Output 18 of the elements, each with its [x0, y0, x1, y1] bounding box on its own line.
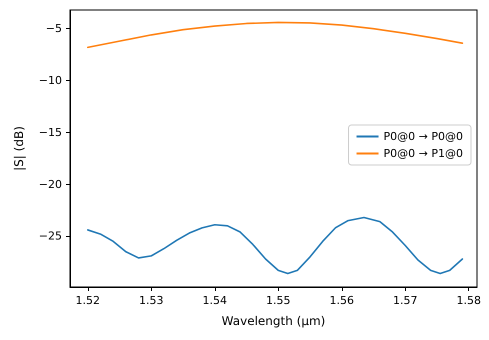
x-axis-title: Wavelength (µm) [222, 314, 326, 328]
x-tick-label: 1.54 [202, 294, 228, 307]
x-tick-label: 1.56 [330, 294, 354, 307]
x-tick-label: 1.58 [456, 294, 481, 307]
x-tick-label: 1.53 [139, 294, 164, 307]
y-tick-label: −10 [38, 74, 62, 88]
y-tick-label: −15 [38, 126, 62, 139]
legend-label: P0@0 → P0@0 [384, 130, 464, 143]
x-tick-label: 1.52 [76, 294, 100, 307]
x-tick-label: 1.55 [266, 294, 291, 307]
y-tick-label: −25 [38, 230, 62, 243]
line-series [86, 22, 464, 48]
x-tick-label: 1.57 [393, 294, 418, 307]
y-tick-label: −5 [46, 22, 62, 36]
y-axis-title: |S| (dB) [12, 126, 26, 171]
y-tick-label: −20 [38, 178, 62, 191]
line-series [86, 216, 464, 274]
legend-label: P0@0 → P1@0 [384, 147, 464, 160]
